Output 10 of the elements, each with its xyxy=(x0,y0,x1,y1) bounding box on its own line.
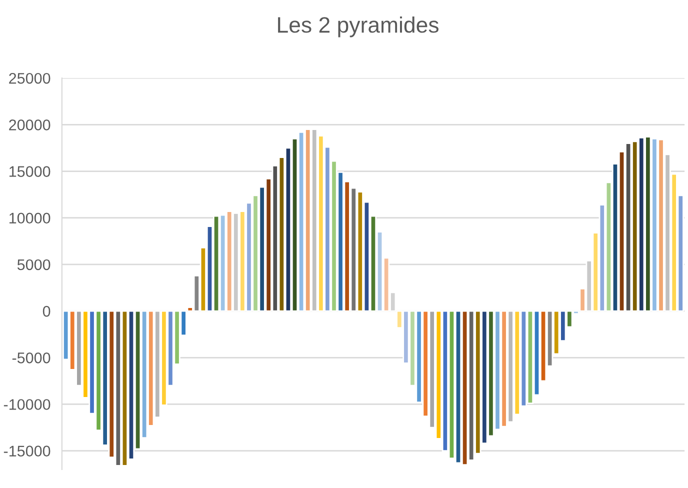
y-tick-label: -15000 xyxy=(4,446,50,457)
chart-title: Les 2 pyramides xyxy=(278,16,438,38)
y-tick-label: 25000 xyxy=(9,72,50,84)
y-tick-label: -10000 xyxy=(4,399,50,410)
y-tick-label: 5000 xyxy=(17,259,50,270)
y-tick-label: 15000 xyxy=(9,166,50,177)
y-tick-label: 0 xyxy=(42,306,50,317)
y-tick-label: -5000 xyxy=(12,352,50,364)
y-tick-label: 20000 xyxy=(9,120,50,130)
y-tick-label: 10000 xyxy=(9,212,50,224)
